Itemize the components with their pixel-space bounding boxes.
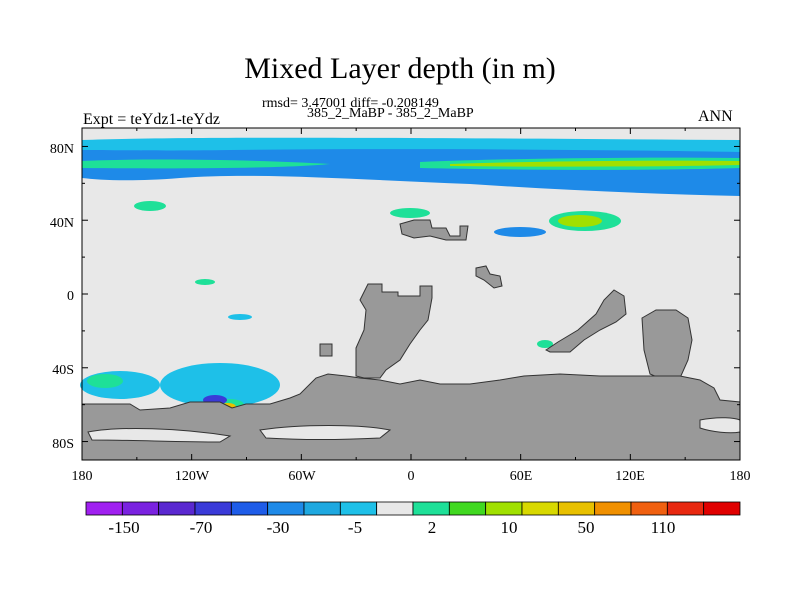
lat-tick-label: 80N bbox=[50, 142, 74, 157]
colorbar-swatch bbox=[703, 501, 741, 516]
case-subtitle: 385_2_MaBP - 385_2_MaBP bbox=[307, 106, 474, 121]
map-title: Mixed Layer depth (in m) bbox=[244, 52, 556, 85]
arctic-green-band-1 bbox=[82, 159, 330, 169]
colorbar-label: 10 bbox=[501, 518, 518, 537]
tropical-blob bbox=[195, 279, 215, 285]
arctic-band-blue bbox=[82, 142, 740, 196]
north-atlantic-blob-core bbox=[558, 215, 602, 227]
land-mask bbox=[81, 219, 741, 461]
colorbar-label: -150 bbox=[108, 518, 139, 537]
lat-tick-label: 40N bbox=[50, 216, 74, 231]
lon-tick-label: 120E bbox=[615, 469, 645, 484]
colorbar bbox=[85, 501, 741, 516]
colorbar-swatch bbox=[376, 501, 414, 516]
colorbar-swatch bbox=[339, 501, 378, 516]
map-frame bbox=[81, 127, 741, 461]
colorbar-swatch bbox=[448, 501, 487, 516]
land-europe-africa-island bbox=[399, 219, 469, 241]
lon-tick-label: 60W bbox=[288, 469, 316, 484]
colorbar-swatch bbox=[303, 501, 341, 516]
southern-blue-region bbox=[160, 363, 280, 407]
colorbar-swatch bbox=[158, 501, 196, 516]
land-south-continent bbox=[81, 373, 741, 461]
arctic-yellow-band bbox=[450, 160, 740, 167]
south-atlantic-blob bbox=[537, 340, 553, 348]
lon-tick-label: 120W bbox=[175, 469, 210, 484]
statistics-text: rmsd= 3.47001 diff= -0.208149 bbox=[262, 96, 439, 111]
colorbar-labels: -150 -70 -30 -5 2 10 50 110 bbox=[108, 518, 675, 537]
colorbar-swatch bbox=[630, 501, 668, 516]
colorbar-label: 110 bbox=[651, 518, 676, 537]
colorbar-label: -30 bbox=[267, 518, 290, 537]
colorbar-label: -70 bbox=[190, 518, 213, 537]
midlat-blob-3 bbox=[494, 227, 546, 237]
lon-tick-label: 60E bbox=[510, 469, 533, 484]
lat-tick-label: 0 bbox=[67, 289, 74, 304]
colorbar-swatch bbox=[594, 501, 632, 516]
arctic-band-lightblue bbox=[82, 137, 740, 152]
land-antarctic-hole-2 bbox=[259, 425, 392, 440]
land-island-small-1 bbox=[475, 265, 503, 289]
land-australia bbox=[641, 309, 693, 381]
lon-tick-label: 180 bbox=[72, 469, 93, 484]
season-label: ANN bbox=[698, 108, 733, 125]
southern-green-1 bbox=[87, 374, 123, 388]
colorbar-swatch bbox=[485, 501, 523, 516]
colorbar-label: 2 bbox=[428, 518, 437, 537]
axis-labels: 80N 40N 0 40S 80S 180 120W 60W 0 60E 120… bbox=[50, 142, 751, 484]
colorbar-label: -5 bbox=[348, 518, 362, 537]
colorbar-swatch bbox=[230, 501, 269, 516]
land-africa bbox=[545, 289, 627, 353]
colorbar-swatch bbox=[557, 501, 596, 516]
experiment-label: Expt = teYdz1-teYdz bbox=[83, 111, 220, 128]
lon-tick-label: 180 bbox=[730, 469, 751, 484]
colorbar-swatch bbox=[521, 501, 559, 516]
land-island-small-2 bbox=[319, 343, 333, 357]
colorbar-label: 50 bbox=[578, 518, 595, 537]
lat-tick-label: 80S bbox=[52, 437, 74, 452]
land-antarctic-hole-1 bbox=[87, 428, 232, 443]
colorbar-swatch bbox=[85, 501, 123, 516]
land-americas bbox=[355, 283, 433, 379]
anomaly-fields bbox=[80, 137, 740, 411]
midlat-blob-2 bbox=[390, 208, 430, 218]
colorbar-swatch bbox=[194, 501, 232, 516]
tropical-blob-2 bbox=[228, 314, 252, 320]
midlat-blob-1 bbox=[134, 201, 166, 211]
colorbar-swatch bbox=[121, 501, 160, 516]
lon-tick-label: 0 bbox=[408, 469, 415, 484]
colorbar-swatch bbox=[412, 501, 450, 516]
colorbar-swatch bbox=[666, 501, 705, 516]
lat-tick-label: 40S bbox=[52, 363, 74, 378]
colorbar-swatch bbox=[267, 501, 305, 516]
